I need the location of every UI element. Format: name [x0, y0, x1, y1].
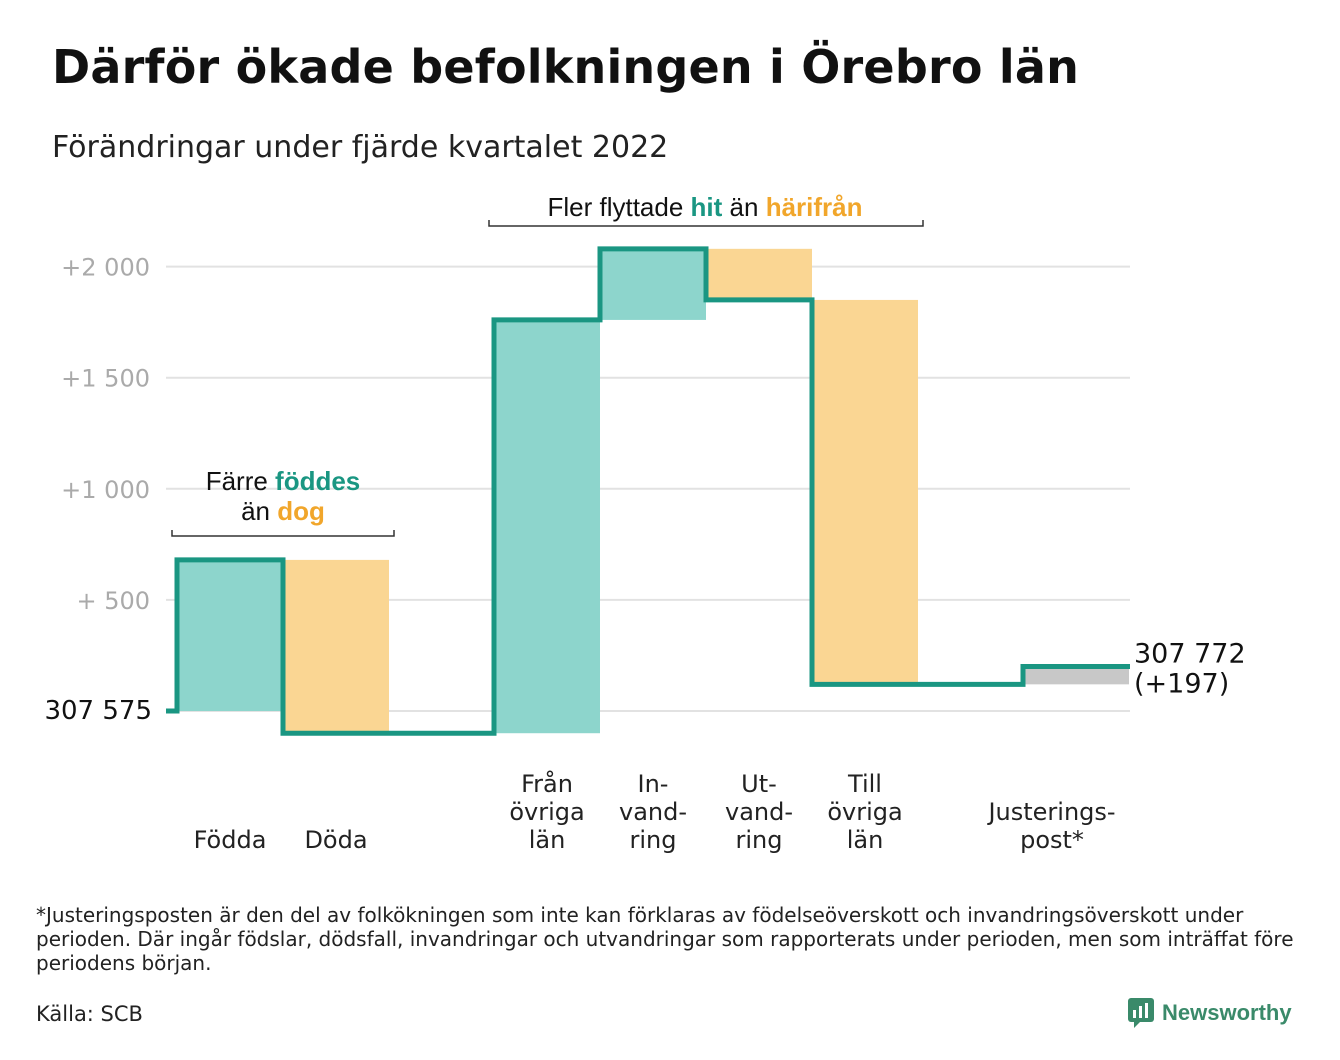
- category-label: övriga: [509, 798, 584, 826]
- chart-title: Därför ökade befolkningen i Örebro län: [52, 40, 1080, 94]
- cumulative-step-line: [166, 246, 1130, 736]
- end-change-label: (+197): [1134, 669, 1229, 700]
- start-value-label: 307 575: [44, 696, 152, 726]
- y-tick-label: + 500: [76, 587, 150, 615]
- footnote: *Justeringsposten är den del av folkökni…: [36, 903, 1294, 975]
- newsworthy-logo-icon: [1128, 998, 1154, 1028]
- category-label: ring: [630, 826, 677, 854]
- category-label: ring: [736, 826, 783, 854]
- bar-3: [494, 319, 600, 734]
- y-tick-label: +1 000: [61, 476, 150, 504]
- brand: Newsworthy: [1128, 998, 1292, 1028]
- category-label: Från: [521, 769, 573, 798]
- y-tick-label: +2 000: [61, 254, 150, 282]
- category-label: Födda: [194, 826, 267, 854]
- annotation-births-line1: Färre föddes: [206, 466, 361, 496]
- category-label: Till: [847, 770, 882, 798]
- bar-7: [1023, 666, 1129, 685]
- bar-2: [283, 559, 389, 734]
- bar-5: [706, 248, 812, 300]
- waterfall-chart: + 500+1 000+1 500+2 000 Födda DödaFrånövr…: [44, 192, 1246, 854]
- category-label: Justerings-: [986, 798, 1115, 826]
- annotation-births-bracket: [171, 530, 395, 537]
- annotation-migration-bracket: [488, 220, 924, 227]
- source-label: Källa: SCB: [36, 1002, 143, 1026]
- category-label: län: [847, 826, 884, 854]
- category-label: vand-: [619, 798, 687, 826]
- bar-6: [812, 299, 918, 685]
- category-label: vand-: [725, 798, 793, 826]
- bar-4: [600, 248, 706, 320]
- category-label: övriga: [827, 798, 902, 826]
- category-label: Döda: [304, 826, 367, 854]
- brand-name: Newsworthy: [1162, 1000, 1292, 1025]
- category-label: län: [529, 826, 566, 854]
- annotation-migration-text: Fler flyttade hit än härifrån: [547, 192, 862, 222]
- bar-1: [177, 559, 283, 711]
- category-label: Ut-: [741, 770, 777, 798]
- y-tick-label: +1 500: [61, 365, 150, 393]
- end-value-label: 307 772: [1134, 639, 1246, 670]
- chart-subtitle: Förändringar under fjärde kvartalet 2022: [52, 130, 669, 165]
- category-label: In-: [638, 770, 669, 798]
- annotation-births-line2: än dog: [241, 496, 325, 526]
- category-label: post*: [1020, 826, 1084, 854]
